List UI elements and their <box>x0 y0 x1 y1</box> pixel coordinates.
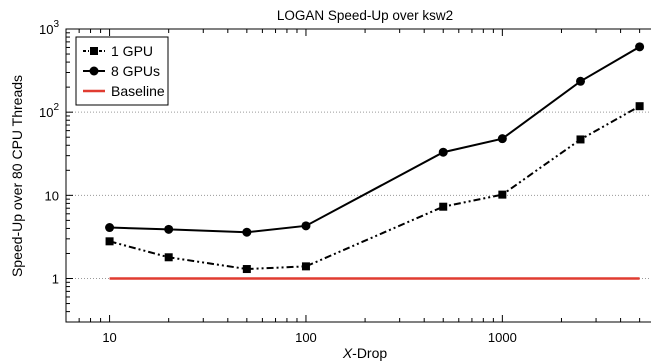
legend-marker-1-gpu <box>90 47 98 55</box>
data-point-1-gpu <box>635 102 644 111</box>
data-point-1-gpu <box>576 135 585 144</box>
y-tick-label-base: 1 <box>52 272 59 287</box>
data-point-8-gpus <box>497 134 507 144</box>
y-axis-label: Speed-Up over 80 CPU Threads <box>9 75 25 277</box>
data-point-8-gpus <box>635 42 645 52</box>
legend-entry-baseline: Baseline <box>83 83 165 99</box>
data-point-8-gpus <box>105 223 115 233</box>
legend-label-baseline: Baseline <box>111 83 165 99</box>
data-point-8-gpus <box>164 224 174 234</box>
data-point-8-gpus <box>242 227 252 237</box>
series-line-1-gpu <box>109 105 641 271</box>
legend-label-8-gpus: 8 GPUs <box>111 63 160 79</box>
axis-ticks <box>65 28 641 323</box>
plot-series <box>105 42 645 280</box>
data-point-8-gpus <box>576 76 586 86</box>
x-axis-label-rest: -Drop <box>352 345 387 361</box>
series-8-gpus <box>105 42 645 237</box>
legend-label-1-gpu: 1 GPU <box>111 43 153 59</box>
chart-title: LOGAN Speed-Up over ksw2 <box>277 8 453 23</box>
y-tick-label-base: 10 <box>45 188 59 203</box>
legend-entry-8-gpus: 8 GPUs <box>83 63 160 79</box>
data-point-1-gpu <box>164 253 173 262</box>
data-point-1-gpu <box>498 190 507 199</box>
y-tick-label-exponent: 3 <box>53 19 59 30</box>
y-tick-label-base: 10 <box>39 105 53 120</box>
y-tick-label-exponent: 2 <box>53 102 59 113</box>
plot-frame <box>65 28 651 323</box>
x-axis-label: X-Drop <box>342 345 388 361</box>
x-axis-label-italic: X <box>342 345 353 361</box>
legend-marker-8-gpus <box>89 66 99 76</box>
series-line-8-gpus <box>109 45 641 234</box>
data-point-8-gpus <box>301 221 311 231</box>
data-point-8-gpus <box>438 147 448 157</box>
data-point-1-gpu <box>301 262 310 271</box>
x-tick-label: 100 <box>295 330 317 345</box>
x-tick-label: 1000 <box>488 330 517 345</box>
legend: 1 GPU 8 GPUs Baseline <box>75 36 169 106</box>
x-tick-label: 10 <box>102 330 116 345</box>
y-tick-label: 10 <box>45 188 59 203</box>
data-point-1-gpu <box>105 237 114 246</box>
series-1-gpu <box>105 102 644 274</box>
y-tick-label: 102 <box>39 102 59 120</box>
y-tick-label: 1 <box>52 272 59 287</box>
y-tick-label-base: 10 <box>39 22 53 37</box>
legend-entry-1-gpu: 1 GPU <box>83 43 153 59</box>
y-tick-label: 103 <box>39 19 59 37</box>
data-point-1-gpu <box>439 202 448 211</box>
data-point-1-gpu <box>242 265 251 274</box>
